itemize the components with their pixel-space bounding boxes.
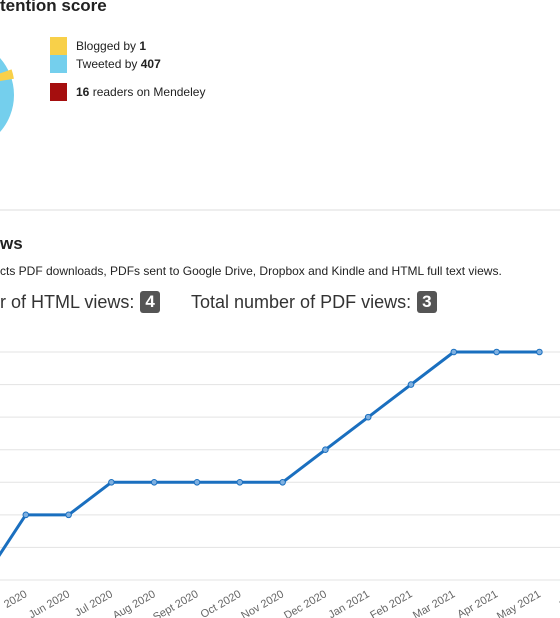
point [364, 413, 372, 421]
html-label: r of HTML views: [0, 291, 135, 312]
x-tick-label: May 2021 [495, 588, 543, 618]
x-tick-label: Mar 2021 [411, 588, 457, 618]
x-tick-label: Nov 2020 [239, 588, 286, 618]
point [108, 478, 115, 486]
score-title: tention score [0, 0, 107, 15]
pdf-badge: 3 [417, 291, 437, 313]
x-tick-label: Jul 2020 [73, 588, 115, 618]
point [279, 478, 286, 486]
legend-swatch [50, 83, 67, 101]
legend-item: 16 readers on Mendeley [50, 83, 205, 101]
point [236, 478, 244, 486]
x-tick-label: Jun 2020 [27, 588, 72, 618]
point [65, 511, 72, 519]
score-donut [0, 57, 14, 133]
legend-count: 407 [140, 57, 161, 71]
point [150, 478, 158, 486]
legend-label: Tweeted by [76, 57, 138, 71]
pdf-label: Total number of PDF views: [191, 291, 412, 312]
pdf-count: Total number of PDF views: 3 [191, 291, 437, 313]
point [193, 478, 201, 486]
point [450, 348, 458, 356]
point [22, 511, 30, 519]
x-tick-label: Feb 2021 [368, 588, 414, 618]
legend-swatch [50, 37, 67, 55]
point [536, 348, 543, 356]
views-description: cts PDF downloads, PDFs sent to Google D… [0, 264, 502, 278]
legend-count: 1 [139, 39, 147, 53]
score-donut-blog [0, 69, 14, 82]
point [322, 446, 329, 454]
html-count: r of HTML views: 4 [0, 291, 160, 313]
views-title: ws [0, 234, 23, 253]
legend-swatch [50, 55, 67, 73]
line [0, 350, 540, 557]
x-tick-label: Sept 2020 [151, 588, 200, 618]
x-tick-label: Jun 2 [556, 588, 560, 612]
legend-label: Blogged by [76, 39, 137, 53]
legend-count: 16 [76, 85, 90, 99]
x-tick-label: Jan 2021 [326, 588, 371, 618]
x-tick-label: Oct 2020 [199, 588, 244, 618]
point [407, 381, 415, 388]
legend-item: Tweeted by 407 [50, 55, 161, 73]
point [493, 348, 500, 356]
x-tick-label: Dec 2020 [282, 588, 329, 618]
legend-label: readers on Mendeley [92, 85, 206, 99]
html-badge: 4 [140, 291, 160, 313]
x-tick-label: 2020 [2, 588, 29, 611]
x-tick-label: Apr 2021 [455, 588, 500, 618]
legend-item: Blogged by 1 [50, 37, 146, 55]
